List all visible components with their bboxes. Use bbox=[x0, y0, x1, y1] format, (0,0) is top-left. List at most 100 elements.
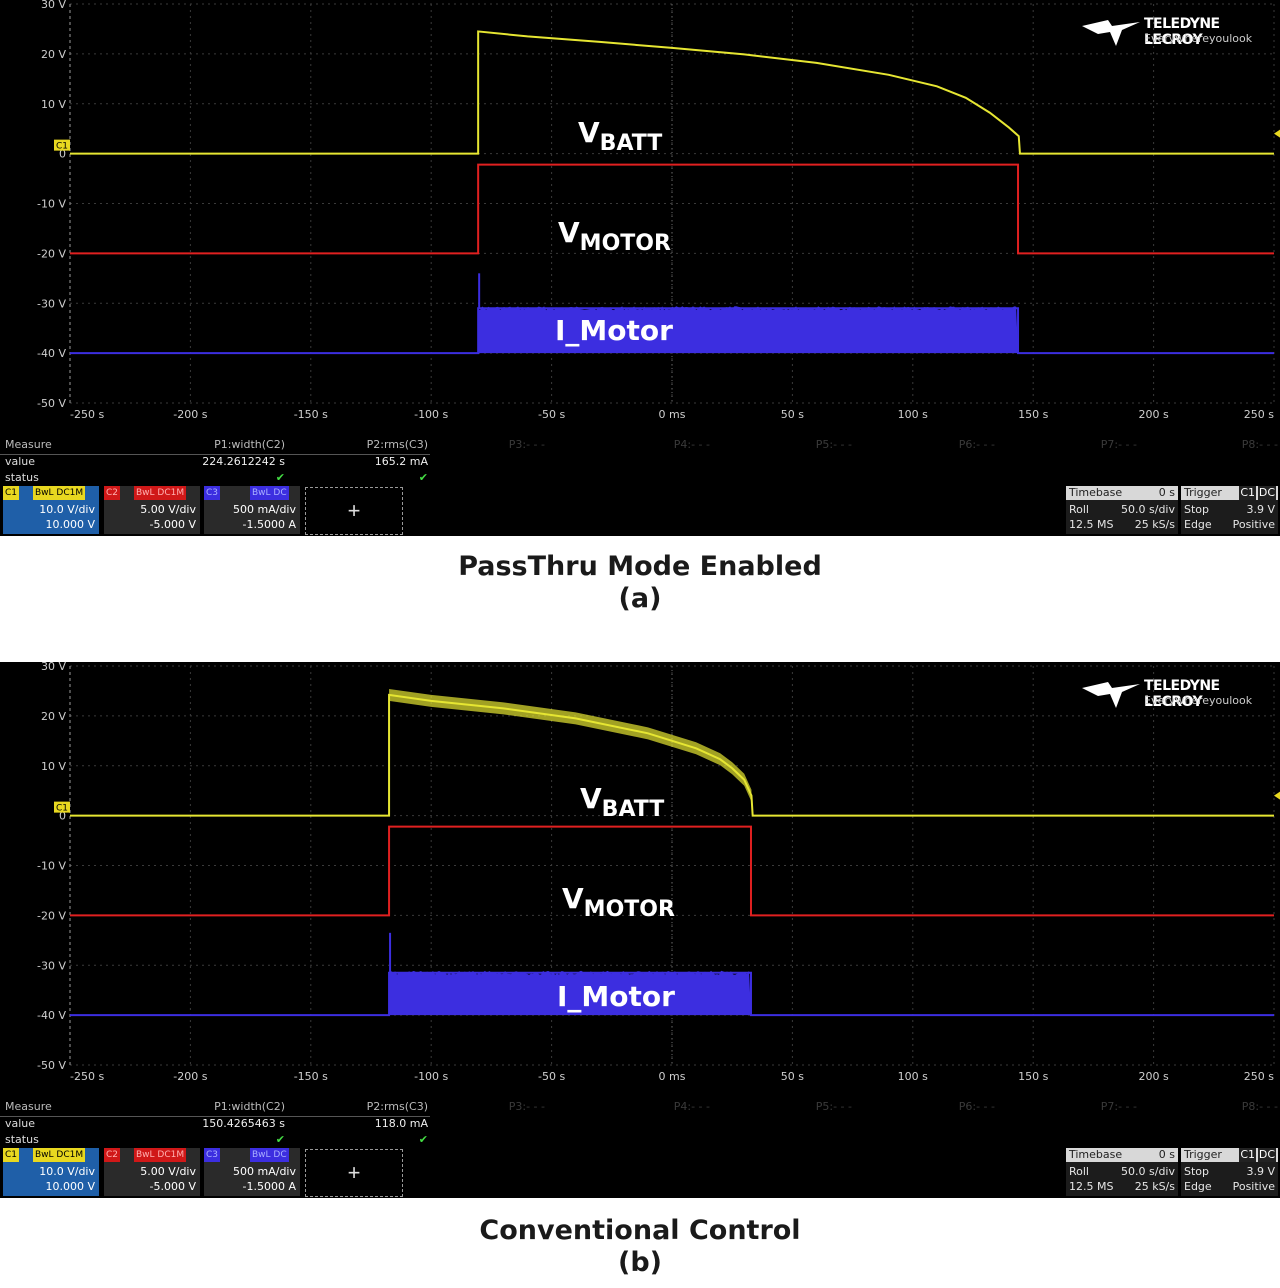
y-tick-label: 0 bbox=[59, 810, 66, 823]
x-tick-label: -50 s bbox=[538, 1070, 565, 1083]
timebase-delay: 0 s bbox=[1158, 486, 1175, 499]
x-tick-label: -50 s bbox=[538, 408, 565, 421]
channel-c2-descriptor[interactable]: C2 BwL DC1M 5.00 V/div -5.000 V bbox=[104, 486, 200, 534]
p6-name: P6:- - - bbox=[958, 1100, 995, 1113]
add-channel-button[interactable]: + bbox=[305, 487, 403, 535]
channel-c2-offset: -5.000 V bbox=[149, 518, 196, 531]
figure-caption-a: PassThru Mode Enabled (a) bbox=[0, 551, 1280, 615]
y-tick-label: -10 V bbox=[37, 198, 66, 211]
p8-name: P8:- - - bbox=[1241, 1100, 1278, 1113]
timebase-header: Timebase 0 s bbox=[1066, 486, 1178, 500]
p3-name: P3:- - - bbox=[508, 1100, 545, 1113]
c1-zero-marker-text: C1 bbox=[56, 804, 68, 814]
channel-c1-descriptor[interactable]: C1 BwL DC1M 10.0 V/div 10.000 V bbox=[3, 1148, 99, 1196]
channel-c1-descriptor[interactable]: C1 BwL DC1M 10.0 V/div 10.000 V bbox=[3, 486, 99, 534]
x-tick-label: 250 s bbox=[1244, 1070, 1274, 1083]
vmotor-trace bbox=[70, 825, 1274, 917]
y-tick-label: -30 V bbox=[37, 959, 66, 972]
vbatt-trace bbox=[70, 30, 1274, 155]
figure-caption-b: Conventional Control (b) bbox=[0, 1215, 1280, 1279]
x-tick-label: 50 s bbox=[781, 408, 804, 421]
x-tick-label: -250 s bbox=[70, 1070, 104, 1083]
channel-c1-tags: BwL DC1M bbox=[33, 1148, 86, 1162]
x-tick-label: -200 s bbox=[173, 1070, 207, 1083]
channel-c3-descriptor[interactable]: C3 BwL DC 500 mA/div -1.5000 A bbox=[204, 1148, 300, 1196]
value-label: value bbox=[5, 1117, 36, 1130]
teledyne-logo-icon bbox=[1082, 682, 1140, 708]
waveform-plot-b: 30 V 20 V 10 V 0 -10 V -20 V -30 V -40 V -50 V -2… bbox=[37, 662, 1280, 1083]
timebase-rate: 25 kS/s bbox=[1134, 518, 1175, 531]
channel-c1-tags: BwL DC1M bbox=[33, 486, 86, 500]
p1-status-check-icon: ✔ bbox=[275, 471, 285, 484]
y-tick-label: -40 V bbox=[37, 347, 66, 360]
channel-c3-descriptor[interactable]: C3 BwL DC 500 mA/div -1.5000 A bbox=[204, 486, 300, 534]
p1-value: 224.2612242 s bbox=[202, 455, 285, 468]
channel-c3-tab: C3 bbox=[204, 486, 221, 500]
p1-status-check-icon: ✔ bbox=[275, 1133, 285, 1146]
i-motor-trace bbox=[70, 971, 1274, 1017]
channel-c3-scale: 500 mA/div bbox=[233, 1165, 296, 1178]
timebase-panel[interactable]: Timebase 0 s Roll 50.0 s/div 12.5 MS 25 … bbox=[1066, 1148, 1178, 1196]
vmotor-label: VMOTOR bbox=[558, 216, 671, 256]
trigger-type: Edge bbox=[1184, 518, 1212, 531]
measure-table-a: Measure P1:width(C2) P2:rms(C3) P3:- - -… bbox=[0, 438, 1280, 486]
status-label: status bbox=[5, 471, 39, 484]
teledyne-lecroy-logo: TELEDYNE LECROY Everywhereyoulook bbox=[1082, 678, 1272, 712]
timebase-rate: 25 kS/s bbox=[1134, 1180, 1175, 1193]
x-tick-label: 50 s bbox=[781, 1070, 804, 1083]
measure-label: Measure bbox=[5, 438, 52, 451]
i-motor-label: I_Motor bbox=[555, 314, 673, 347]
channel-c1-offset: 10.000 V bbox=[45, 1180, 95, 1193]
x-tick-label: -200 s bbox=[173, 408, 207, 421]
channel-c3-offset: -1.5000 A bbox=[242, 518, 296, 531]
logo-text: TELEDYNE LECROY bbox=[1144, 16, 1220, 48]
timebase-panel[interactable]: Timebase 0 s Roll 50.0 s/div 12.5 MS 25 … bbox=[1066, 486, 1178, 534]
x-tick-label: 0 ms bbox=[659, 1070, 686, 1083]
channel-c1-scale: 10.0 V/div bbox=[39, 503, 95, 516]
trigger-label: Trigger bbox=[1184, 486, 1222, 499]
vbatt-label: VBATT bbox=[580, 782, 664, 822]
trigger-source: C1 bbox=[1239, 486, 1256, 500]
y-tick-label: 30 V bbox=[41, 0, 66, 11]
x-tick-label: 150 s bbox=[1018, 1070, 1048, 1083]
timebase-label: Timebase bbox=[1069, 1148, 1123, 1161]
y-tick-label: 30 V bbox=[41, 662, 66, 673]
logo-tagline: Everywhereyoulook bbox=[1144, 694, 1253, 707]
grid bbox=[69, 665, 1275, 1066]
c1-zero-marker bbox=[54, 139, 70, 151]
channel-c2-offset: -5.000 V bbox=[149, 1180, 196, 1193]
trigger-level-arrow-icon bbox=[1274, 791, 1280, 800]
add-channel-button[interactable]: + bbox=[305, 1149, 403, 1197]
measure-header-row: Measure P1:width(C2) P2:rms(C3) P3:- - -… bbox=[0, 438, 1280, 454]
y-tick-label: 20 V bbox=[41, 710, 66, 723]
measure-table-b: Measure P1:width(C2) P2:rms(C3) P3:- - -… bbox=[0, 1100, 1280, 1148]
channel-c1-scale: 10.0 V/div bbox=[39, 1165, 95, 1178]
x-tick-label: 100 s bbox=[898, 1070, 928, 1083]
teledyne-logo-icon bbox=[1082, 20, 1140, 46]
trigger-panel[interactable]: Trigger C1 DC Stop 3.9 V Edge Positive bbox=[1181, 486, 1278, 534]
trigger-mode: Stop bbox=[1184, 503, 1210, 516]
i-motor-band bbox=[389, 970, 751, 1016]
trigger-header: Trigger C1 DC bbox=[1181, 1148, 1278, 1162]
channel-c2-tab: C2 bbox=[104, 1148, 121, 1162]
trigger-panel[interactable]: Trigger C1 DC Stop 3.9 V Edge Positive bbox=[1181, 1148, 1278, 1196]
channel-c1-tab: C1 bbox=[3, 1148, 20, 1162]
scope-screen-a: 30 V 20 V 10 V 0 -10 V -20 V -30 V -40 V -50 V -2… bbox=[0, 0, 1280, 536]
x-tick-label: -150 s bbox=[294, 1070, 328, 1083]
trigger-slope: Positive bbox=[1232, 518, 1275, 531]
p2-name: P2:rms(C3) bbox=[366, 1100, 428, 1113]
channel-c1-offset: 10.000 V bbox=[45, 518, 95, 531]
trigger-coupling: DC bbox=[1257, 1148, 1276, 1162]
p8-name: P8:- - - bbox=[1241, 438, 1278, 451]
x-tick-label: 200 s bbox=[1138, 1070, 1168, 1083]
channel-c3-scale: 500 mA/div bbox=[233, 503, 296, 516]
p5-name: P5:- - - bbox=[815, 1100, 852, 1113]
measure-value-row: value 150.4265463 s 118.0 mA bbox=[0, 1117, 1280, 1133]
channel-c2-descriptor[interactable]: C2 BwL DC1M 5.00 V/div -5.000 V bbox=[104, 1148, 200, 1196]
x-tick-label: 200 s bbox=[1138, 408, 1168, 421]
y-tick-label: -40 V bbox=[37, 1009, 66, 1022]
value-label: value bbox=[5, 455, 36, 468]
status-label: status bbox=[5, 1133, 39, 1146]
channel-c3-offset: -1.5000 A bbox=[242, 1180, 296, 1193]
y-tick-label: -20 V bbox=[37, 909, 66, 922]
